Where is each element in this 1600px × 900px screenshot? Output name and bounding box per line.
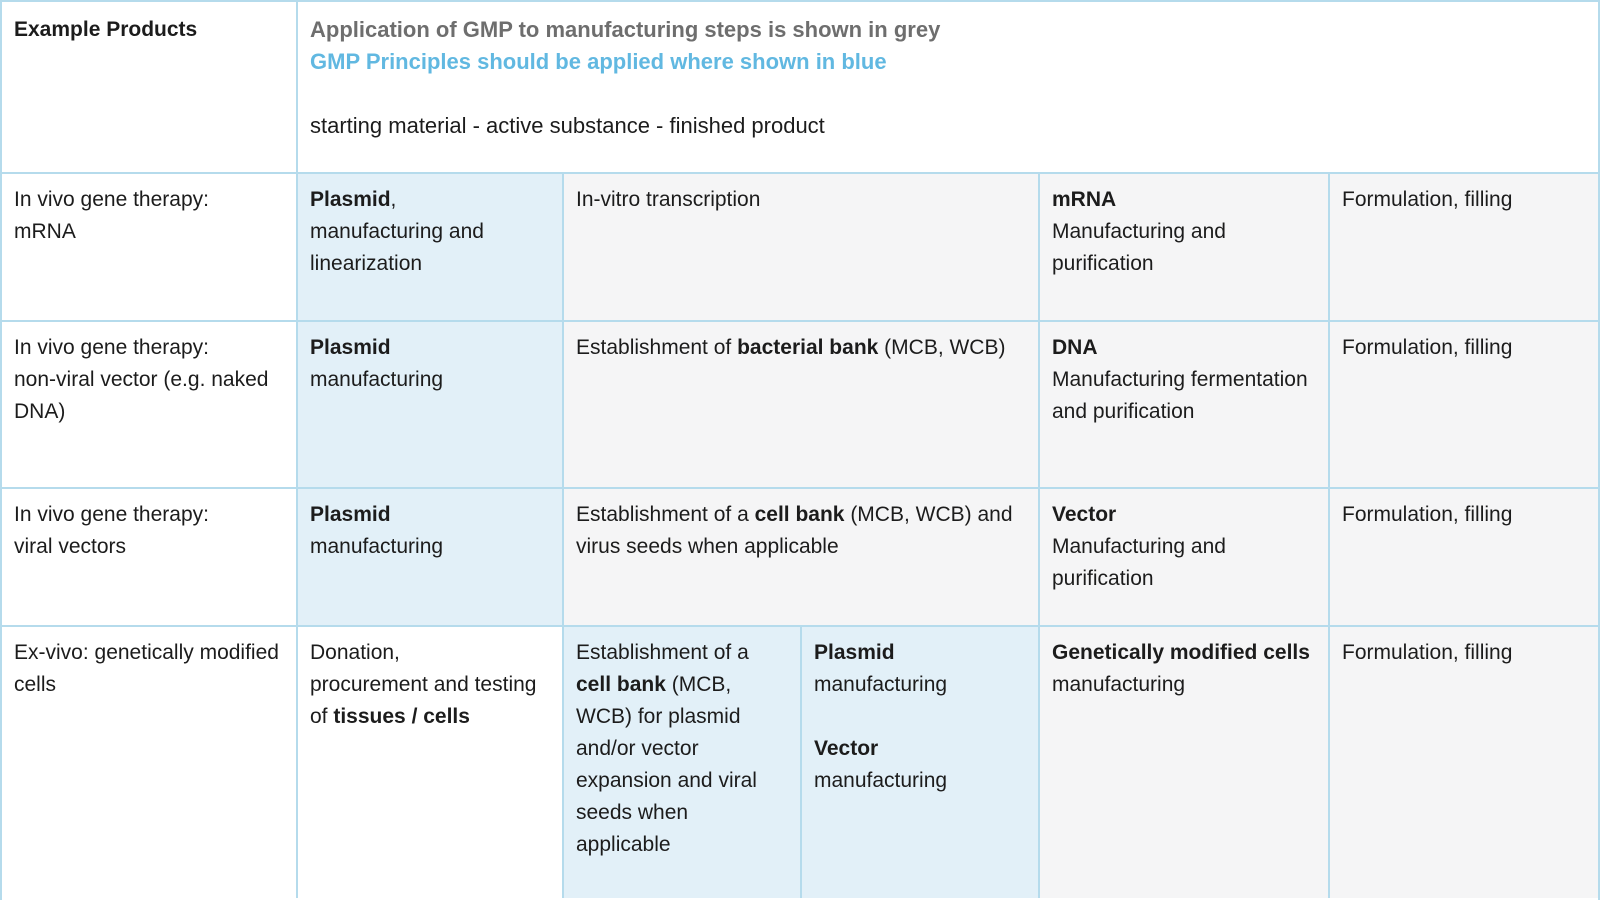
step-cell: Establishment of a cell bank (MCB, WCB) … [562,489,1038,625]
step-cell: mRNA Manufacturing and purification [1038,174,1328,320]
step-cell: Vector Manufacturing and purification [1038,489,1328,625]
table-row: In vivo gene therapy: non-viral vector (e… [2,320,1598,487]
step-cell: Plasmid manufacturing Vector manufacturing [800,627,1038,898]
step-cell: Formulation, filling [1328,322,1598,487]
step-cell: Formulation, filling [1328,627,1598,898]
step-cell: Plasmid manufacturing [296,322,562,487]
row-label-cell: In vivo gene therapy: mRNA [2,174,296,320]
example-products-label: Example Products [14,18,198,41]
table-row: In vivo gene therapy: mRNA Plasmid, manufac… [2,172,1598,320]
step-cell: Plasmid manufacturing [296,489,562,625]
step-cell: Plasmid, manufacturing and linearization [296,174,562,320]
step-cell: Genetically modified cells manufacturing [1038,627,1328,898]
step-cell: Formulation, filling [1328,174,1598,320]
header-legend-cell: Application of GMP to manufacturing step… [296,2,1598,172]
material-flow-text: starting material - active substance - f… [310,113,825,138]
header-example-products-cell: Example Products [2,2,296,172]
table-header-row: Example Products Application of GMP to m… [2,2,1598,172]
row-label-cell: In vivo gene therapy: viral vectors [2,489,296,625]
step-cell: DNA Manufacturing fermentation and purifi… [1038,322,1328,487]
step-cell: Donation, procurement and testing of tiss… [296,627,562,898]
step-cell: Formulation, filling [1328,489,1598,625]
step-cell: In-vitro transcription [562,174,1038,320]
step-cell: Establishment of a cell bank (MCB, WCB) … [562,627,800,898]
row-label-cell: Ex-vivo: genetically modified cells [2,627,296,898]
row-label-cell: In vivo gene therapy: non-viral vector (e… [2,322,296,487]
legend-blue-text: GMP Principles should be applied where s… [310,49,887,74]
table-body: In vivo gene therapy: mRNA Plasmid, manufac… [2,172,1598,898]
legend-grey-text: Application of GMP to manufacturing step… [310,17,941,42]
table-row: Ex-vivo: genetically modified cells Donat… [2,625,1598,898]
table-row: In vivo gene therapy: viral vectors Plasmi… [2,487,1598,625]
step-cell: Establishment of bacterial bank (MCB, WC… [562,322,1038,487]
